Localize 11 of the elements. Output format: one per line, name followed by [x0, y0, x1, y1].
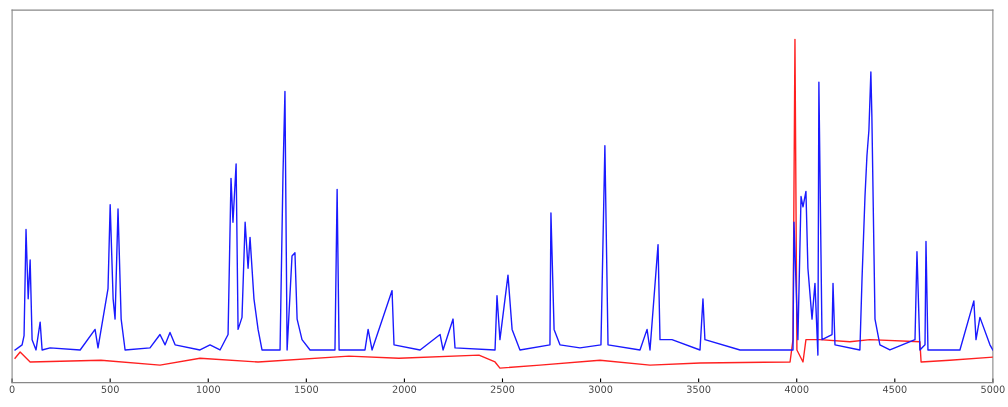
x-tick-label: 2000: [392, 385, 417, 393]
x-tick-label: 4500: [882, 385, 907, 393]
x-tick-label: 2500: [490, 385, 515, 393]
x-tick-label: 3500: [687, 385, 711, 393]
x-tick-label: 4000: [784, 385, 809, 393]
x-tick-label: 5000: [981, 385, 1005, 393]
x-tick-label: 3000: [588, 385, 613, 393]
x-tick-label: 500: [101, 385, 119, 393]
x-tick-label: 1500: [295, 385, 319, 393]
x-tick-label: 0: [9, 385, 15, 393]
x-tick-label: 1000: [196, 385, 220, 393]
